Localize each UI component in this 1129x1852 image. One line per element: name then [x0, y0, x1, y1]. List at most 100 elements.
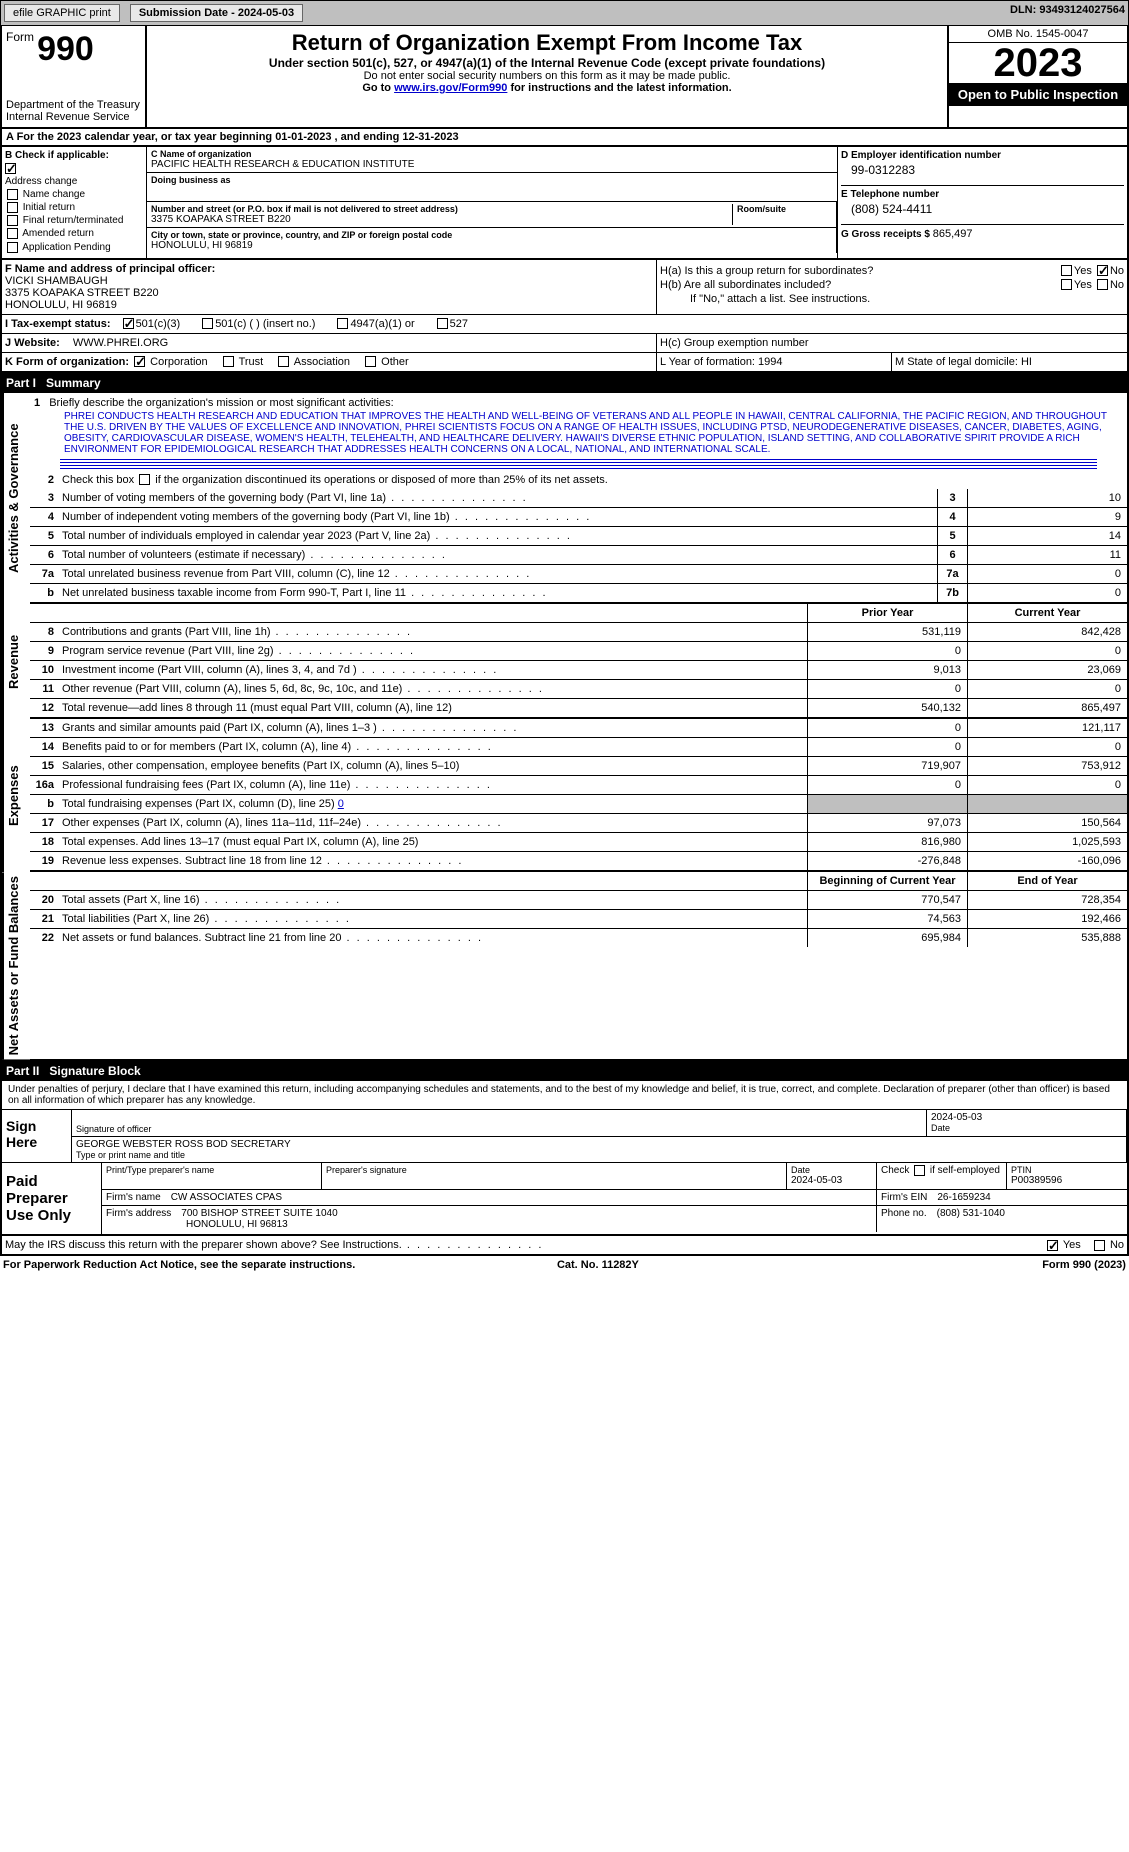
col-current: Current Year — [967, 604, 1127, 622]
part1-header: Part I Summary — [0, 373, 1129, 393]
line-14: 14Benefits paid to or for members (Part … — [30, 738, 1127, 757]
firm-ein: Firm's EIN26-1659234 — [877, 1190, 1127, 1205]
i-4947[interactable] — [337, 318, 348, 329]
footer: For Paperwork Reduction Act Notice, see … — [0, 1256, 1129, 1274]
ck-name-change[interactable]: Name change — [5, 189, 143, 200]
period-row: A For the 2023 calendar year, or tax yea… — [0, 129, 1129, 147]
sign-here-label: Sign Here — [2, 1110, 72, 1162]
k-corp[interactable] — [134, 356, 145, 367]
ck-address-change[interactable]: Address change — [5, 163, 143, 187]
firm-addr: Firm's address700 BISHOP STREET SUITE 10… — [102, 1206, 877, 1232]
officer-addr2: HONOLULU, HI 96819 — [5, 299, 653, 311]
val-6: 11 — [967, 546, 1127, 564]
line-1: 1 Briefly describe the organization's mi… — [30, 393, 1127, 409]
mission-rule — [60, 465, 1097, 466]
gross: 865,497 — [933, 228, 973, 240]
line-16a: 16aProfessional fundraising fees (Part I… — [30, 776, 1127, 795]
vtab-expenses: Expenses — [2, 719, 30, 872]
discuss-yes[interactable] — [1047, 1240, 1058, 1251]
net-headers: Beginning of Current Year End of Year — [30, 872, 1127, 891]
self-emp-check[interactable] — [914, 1165, 925, 1176]
prep-date: Date2024-05-03 — [787, 1163, 877, 1189]
i-501c3[interactable] — [123, 318, 134, 329]
val-3: 10 — [967, 489, 1127, 507]
l2-checkbox[interactable] — [139, 474, 150, 485]
net-assets-section: Net Assets or Fund Balances Beginning of… — [0, 872, 1129, 1061]
ein: 99-0312283 — [841, 161, 1124, 185]
officer-name-title: GEORGE WEBSTER ROSS BOD SECRETARYType or… — [72, 1137, 1127, 1162]
i-527[interactable] — [437, 318, 448, 329]
ha-yes[interactable] — [1061, 265, 1072, 276]
vtab-net: Net Assets or Fund Balances — [2, 872, 30, 1059]
col-d: D Employer identification number 99-0312… — [837, 147, 1127, 258]
col-f: F Name and address of principal officer:… — [2, 260, 657, 314]
efile-header: efile GRAPHIC print Submission Date - 20… — [0, 0, 1129, 26]
officer-addr1: 3375 KOAPAKA STREET B220 — [5, 287, 653, 299]
k-trust[interactable] — [223, 356, 234, 367]
h-b-note: If "No," attach a list. See instructions… — [660, 293, 1124, 305]
k-other[interactable] — [365, 356, 376, 367]
ck-app-pending[interactable]: Application Pending — [5, 242, 143, 253]
dba — [151, 185, 833, 199]
dept-treasury: Department of the Treasury Internal Reve… — [6, 99, 141, 123]
street: 3375 KOAPAKA STREET B220 — [151, 214, 732, 225]
row-j: J Website: WWW.PHREI.ORG — [2, 334, 657, 352]
form-number-cell: Form 990 Department of the Treasury Inte… — [2, 26, 147, 127]
website: WWW.PHREI.ORG — [73, 337, 168, 349]
h-a: H(a) Is this a group return for subordin… — [660, 265, 1124, 277]
hc-label: H(c) Group exemption number — [660, 337, 809, 349]
vtab-revenue: Revenue — [2, 604, 30, 719]
irs-link[interactable]: www.irs.gov/Form990 — [394, 82, 507, 94]
revenue-section: Revenue Prior Year Current Year 8Contrib… — [0, 604, 1129, 719]
i-501c[interactable] — [202, 318, 213, 329]
form-subtitle: Under section 501(c), 527, or 4947(a)(1)… — [151, 56, 943, 70]
line-11: 11Other revenue (Part VIII, column (A), … — [30, 680, 1127, 699]
dba-row: Doing business as — [147, 173, 837, 202]
declaration: Under penalties of perjury, I declare th… — [2, 1081, 1127, 1109]
prep-ptin: PTINP00389596 — [1007, 1163, 1127, 1189]
mission-text: PHREI CONDUCTS HEALTH RESEARCH AND EDUCA… — [30, 409, 1127, 457]
line-10: 10Investment income (Part VIII, column (… — [30, 661, 1127, 680]
mission-rule — [60, 462, 1097, 463]
title-cell: Return of Organization Exempt From Incom… — [147, 26, 947, 127]
mission-rule — [60, 459, 1097, 460]
city-row: City or town, state or province, country… — [147, 228, 836, 253]
hb-no[interactable] — [1097, 279, 1108, 290]
form-header-row: Form 990 Department of the Treasury Inte… — [0, 26, 1129, 129]
prep-sig: Preparer's signature — [322, 1163, 787, 1189]
row-k-lm: K Form of organization: Corporation Trus… — [0, 353, 1129, 373]
f-label: F Name and address of principal officer: — [5, 263, 653, 275]
form-prefix: Form — [6, 30, 34, 44]
line-4: 4Number of independent voting members of… — [30, 508, 1127, 527]
col-h: H(a) Is this a group return for subordin… — [657, 260, 1127, 314]
sig-officer: Signature of officer — [72, 1110, 927, 1136]
val-7a: 0 — [967, 565, 1127, 583]
expenses-section: Expenses 13Grants and similar amounts pa… — [0, 719, 1129, 872]
col-prior: Prior Year — [807, 604, 967, 622]
line-22: 22Net assets or fund balances. Subtract … — [30, 929, 1127, 947]
fundraising-val: 0 — [338, 798, 344, 810]
mission-rule — [60, 468, 1097, 469]
ck-initial-return[interactable]: Initial return — [5, 202, 143, 213]
line-8: 8Contributions and grants (Part VIII, li… — [30, 623, 1127, 642]
efile-print-btn[interactable]: efile GRAPHIC print — [4, 4, 120, 22]
sign-here-row: Sign Here Signature of officer 2024-05-0… — [2, 1109, 1127, 1162]
k-assoc[interactable] — [278, 356, 289, 367]
org-name-row: C Name of organization PACIFIC HEALTH RE… — [147, 147, 837, 173]
org-name: PACIFIC HEALTH RESEARCH & EDUCATION INST… — [151, 159, 833, 170]
hb-yes[interactable] — [1061, 279, 1072, 290]
row-i: I Tax-exempt status: 501(c)(3) 501(c) ( … — [0, 315, 1129, 334]
tax-year: 2023 — [949, 43, 1127, 83]
discuss-no[interactable] — [1094, 1240, 1105, 1251]
line-17: 17Other expenses (Part IX, column (A), l… — [30, 814, 1127, 833]
firm-name: Firm's nameCW ASSOCIATES CPAS — [102, 1190, 877, 1205]
ck-amended[interactable]: Amended return — [5, 228, 143, 239]
j-label: J Website: — [5, 337, 60, 349]
line-3: 3Number of voting members of the governi… — [30, 489, 1127, 508]
row-k: K Form of organization: Corporation Trus… — [2, 353, 657, 371]
year-cell: OMB No. 1545-0047 2023 Open to Public In… — [947, 26, 1127, 127]
h-b: H(b) Are all subordinates included? Yes … — [660, 279, 1124, 291]
ha-no[interactable] — [1097, 265, 1108, 276]
line-13: 13Grants and similar amounts paid (Part … — [30, 719, 1127, 738]
ck-final-return[interactable]: Final return/terminated — [5, 215, 143, 226]
